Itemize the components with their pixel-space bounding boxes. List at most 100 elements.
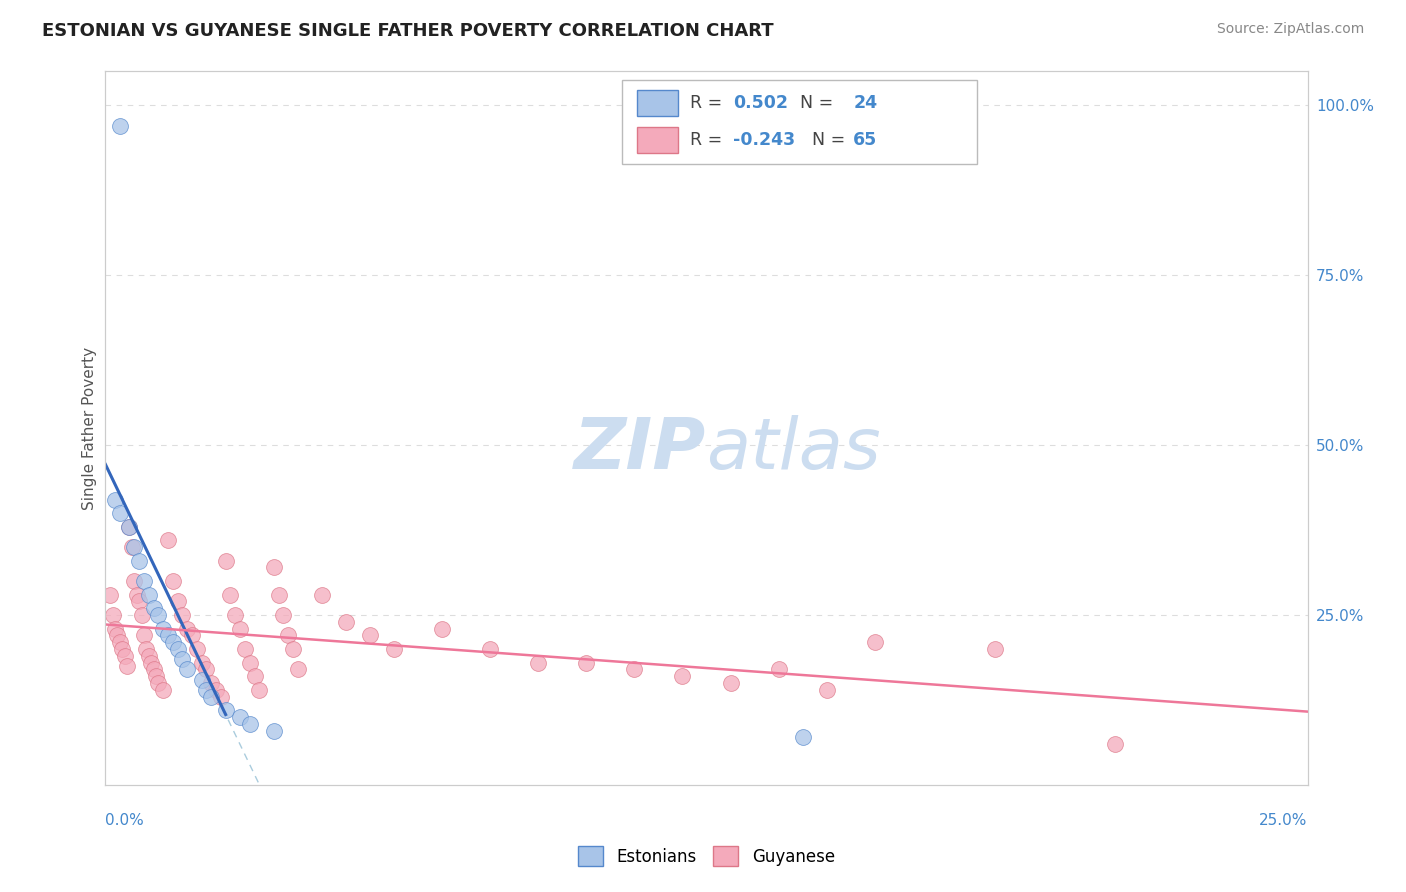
- Point: [984, 642, 1007, 657]
- Text: 0.502: 0.502: [733, 94, 787, 112]
- Point: [101, 608, 124, 623]
- Point: [148, 608, 170, 623]
- Point: [125, 588, 148, 602]
- Point: [575, 656, 598, 670]
- Point: [239, 716, 262, 731]
- Point: [219, 588, 242, 602]
- Point: [152, 682, 174, 697]
- Point: [247, 682, 270, 697]
- Text: 25.0%: 25.0%: [1260, 814, 1308, 828]
- Point: [243, 669, 266, 683]
- Point: [115, 659, 138, 673]
- Point: [108, 635, 131, 649]
- Point: [229, 710, 252, 724]
- Text: 65: 65: [853, 131, 877, 149]
- Point: [190, 673, 212, 687]
- Point: [138, 648, 160, 663]
- Point: [311, 588, 333, 602]
- Point: [148, 676, 170, 690]
- Point: [720, 676, 742, 690]
- Point: [527, 656, 550, 670]
- Legend: Estonians, Guyanese: Estonians, Guyanese: [571, 839, 842, 873]
- Point: [142, 662, 165, 676]
- Point: [200, 690, 222, 704]
- Point: [863, 635, 886, 649]
- Point: [162, 635, 184, 649]
- Point: [239, 656, 262, 670]
- Point: [132, 574, 155, 588]
- Point: [181, 628, 204, 642]
- Point: [132, 628, 155, 642]
- Text: atlas: atlas: [707, 415, 882, 484]
- Point: [224, 608, 246, 623]
- Text: Source: ZipAtlas.com: Source: ZipAtlas.com: [1216, 22, 1364, 37]
- Y-axis label: Single Father Poverty: Single Father Poverty: [82, 347, 97, 509]
- Point: [263, 723, 285, 738]
- Point: [195, 662, 218, 676]
- Point: [139, 656, 162, 670]
- Point: [145, 669, 167, 683]
- Text: ZIP: ZIP: [574, 415, 707, 484]
- Point: [267, 588, 290, 602]
- Point: [281, 642, 304, 657]
- Point: [479, 642, 502, 657]
- Point: [214, 703, 236, 717]
- Point: [172, 608, 194, 623]
- Text: 24: 24: [853, 94, 877, 112]
- Point: [176, 622, 198, 636]
- Point: [118, 519, 141, 533]
- Point: [263, 560, 285, 574]
- Point: [209, 690, 232, 704]
- Point: [430, 622, 453, 636]
- Point: [104, 622, 127, 636]
- Text: ESTONIAN VS GUYANESE SINGLE FATHER POVERTY CORRELATION CHART: ESTONIAN VS GUYANESE SINGLE FATHER POVER…: [42, 22, 773, 40]
- Point: [124, 540, 146, 554]
- Point: [186, 642, 208, 657]
- Point: [768, 662, 790, 676]
- Text: N =: N =: [800, 94, 839, 112]
- Point: [359, 628, 381, 642]
- FancyBboxPatch shape: [623, 80, 977, 164]
- Point: [671, 669, 693, 683]
- Point: [214, 554, 236, 568]
- FancyBboxPatch shape: [637, 90, 678, 116]
- Point: [287, 662, 309, 676]
- Point: [128, 554, 150, 568]
- Point: [131, 608, 153, 623]
- Text: R =: R =: [690, 94, 727, 112]
- Point: [190, 656, 212, 670]
- Point: [229, 622, 252, 636]
- Point: [382, 642, 405, 657]
- Point: [107, 628, 129, 642]
- Point: [114, 648, 136, 663]
- Point: [135, 642, 157, 657]
- Point: [166, 594, 188, 608]
- Point: [108, 119, 131, 133]
- Point: [108, 506, 131, 520]
- Text: R =: R =: [690, 131, 727, 149]
- Text: N =: N =: [813, 131, 851, 149]
- Point: [166, 642, 188, 657]
- Point: [205, 682, 228, 697]
- Point: [233, 642, 256, 657]
- Point: [118, 519, 141, 533]
- Point: [138, 588, 160, 602]
- Text: 0.0%: 0.0%: [105, 814, 145, 828]
- Point: [121, 540, 143, 554]
- Point: [111, 642, 134, 657]
- Point: [623, 662, 645, 676]
- Point: [98, 588, 121, 602]
- Point: [128, 594, 150, 608]
- Point: [273, 608, 295, 623]
- Point: [104, 492, 127, 507]
- Point: [176, 662, 198, 676]
- Point: [162, 574, 184, 588]
- Point: [1104, 737, 1126, 751]
- Point: [277, 628, 299, 642]
- Point: [195, 682, 218, 697]
- FancyBboxPatch shape: [637, 127, 678, 153]
- Point: [792, 731, 814, 745]
- Point: [815, 682, 838, 697]
- Point: [172, 652, 194, 666]
- Point: [152, 622, 174, 636]
